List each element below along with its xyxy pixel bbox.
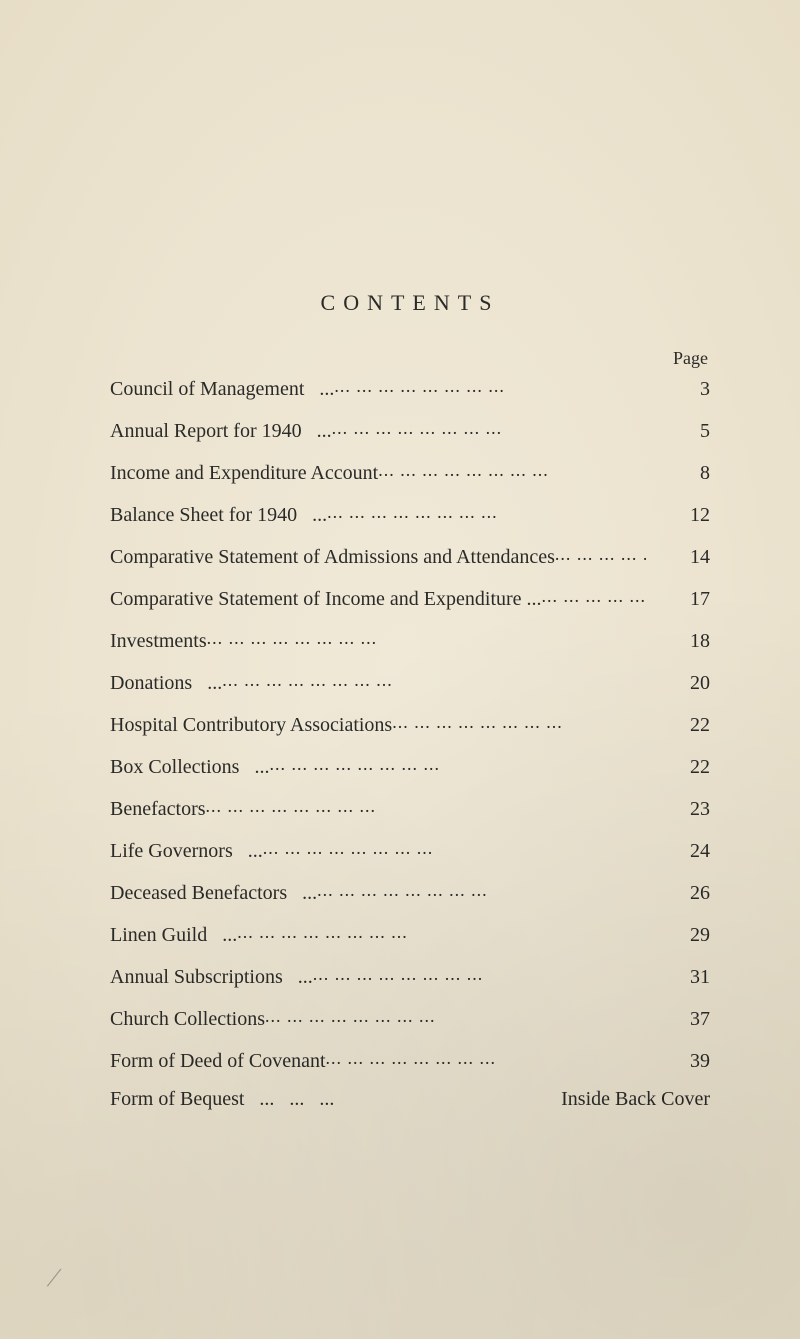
page: CONTENTS Page Council of Management ... 3…	[0, 0, 800, 1339]
toc-entry-label: Comparative Statement of Income and Expe…	[110, 589, 542, 609]
toc-entry-page: 22	[646, 715, 710, 735]
toc-entry: Investments 18	[110, 627, 710, 651]
toc-leader-dots	[334, 375, 646, 395]
toc-entry-label: Balance Sheet for 1940 ...	[110, 505, 327, 525]
toc-leader-dots	[206, 795, 646, 815]
contents-list: Council of Management ... 3 Annual Report …	[110, 375, 710, 1109]
toc-entry-label: Council of Management ...	[110, 379, 334, 399]
toc-entry-page: 5	[646, 421, 710, 441]
toc-leader-dots	[542, 585, 646, 605]
toc-leader-dots	[263, 837, 646, 857]
toc-entry-page: 3	[646, 379, 710, 399]
toc-entry: Linen Guild ... 29	[110, 921, 710, 945]
toc-entry-page: 20	[646, 673, 710, 693]
toc-entry-label: Life Governors ...	[110, 841, 263, 861]
toc-entry-page: 8	[646, 463, 710, 483]
toc-leader-dots	[332, 417, 646, 437]
toc-entry-label: Annual Report for 1940 ...	[110, 421, 332, 441]
toc-entry-page: 26	[646, 883, 710, 903]
toc-entry: Life Governors ... 24	[110, 837, 710, 861]
toc-leader-dots	[237, 921, 646, 941]
toc-leader-dots	[313, 963, 646, 983]
toc-leader-dots	[327, 501, 646, 521]
toc-leader-dots	[222, 669, 646, 689]
toc-leader-dots	[326, 1047, 646, 1067]
toc-leader-dots	[378, 459, 646, 479]
toc-entry: Annual Subscriptions ... 31	[110, 963, 710, 987]
toc-entry-page: 39	[646, 1051, 710, 1071]
toc-entry: Form of Bequest ... ... ... Inside Back C…	[110, 1089, 710, 1109]
toc-entry: Form of Deed of Covenant 39	[110, 1047, 710, 1071]
toc-entry: Deceased Benefactors ... 26	[110, 879, 710, 903]
toc-entry: Comparative Statement of Income and Expe…	[110, 585, 710, 609]
toc-leader-dots	[392, 711, 646, 731]
toc-entry-label: Deceased Benefactors ...	[110, 883, 317, 903]
toc-entry-label: Annual Subscriptions ...	[110, 967, 313, 987]
toc-entry: Comparative Statement of Admissions and …	[110, 543, 710, 567]
toc-entry-label: Benefactors	[110, 799, 206, 819]
toc-entry-page: 18	[646, 631, 710, 651]
toc-leader-dots	[265, 1005, 646, 1025]
toc-entry-page: 14	[646, 547, 710, 567]
toc-entry-label: Donations ...	[110, 673, 222, 693]
contents-heading: CONTENTS	[110, 290, 710, 316]
toc-entry-page: 24	[646, 841, 710, 861]
toc-entry: Income and Expenditure Account 8	[110, 459, 710, 483]
toc-entry-page: 17	[646, 589, 710, 609]
toc-entry: Council of Management ... 3	[110, 375, 710, 399]
toc-leader-dots	[207, 627, 646, 647]
toc-entry: Benefactors 23	[110, 795, 710, 819]
toc-entry-page: 37	[646, 1009, 710, 1029]
stray-mark: /	[46, 1263, 61, 1293]
toc-entry-page: 12	[646, 505, 710, 525]
page-column-label: Page	[110, 348, 710, 369]
toc-entry-label: Linen Guild ...	[110, 925, 237, 945]
toc-entry-label: Form of Deed of Covenant	[110, 1051, 326, 1071]
toc-entry-label: Income and Expenditure Account	[110, 463, 378, 483]
toc-entry-page: 31	[646, 967, 710, 987]
toc-entry: Hospital Contributory Associations 22	[110, 711, 710, 735]
toc-leader-dots	[555, 543, 646, 563]
toc-entry-label: Church Collections	[110, 1009, 265, 1029]
toc-entry-label: Box Collections ...	[110, 757, 269, 777]
toc-entry: Balance Sheet for 1940 ... 12	[110, 501, 710, 525]
toc-entry: Donations ... 20	[110, 669, 710, 693]
toc-entry-page: 29	[646, 925, 710, 945]
toc-entry: Box Collections ... 22	[110, 753, 710, 777]
toc-entry-page: 23	[646, 799, 710, 819]
toc-entry-page: Inside Back Cover	[545, 1089, 710, 1109]
toc-entry: Annual Report for 1940 ... 5	[110, 417, 710, 441]
toc-leader-dots	[317, 879, 646, 899]
toc-leader-dots	[269, 753, 646, 773]
toc-entry: Church Collections 37	[110, 1005, 710, 1029]
toc-entry-label: Form of Bequest ... ... ...	[110, 1089, 334, 1109]
toc-entry-label: Comparative Statement of Admissions and …	[110, 547, 555, 567]
toc-entry-label: Hospital Contributory Associations	[110, 715, 392, 735]
toc-entry-label: Investments	[110, 631, 207, 651]
toc-entry-page: 22	[646, 757, 710, 777]
